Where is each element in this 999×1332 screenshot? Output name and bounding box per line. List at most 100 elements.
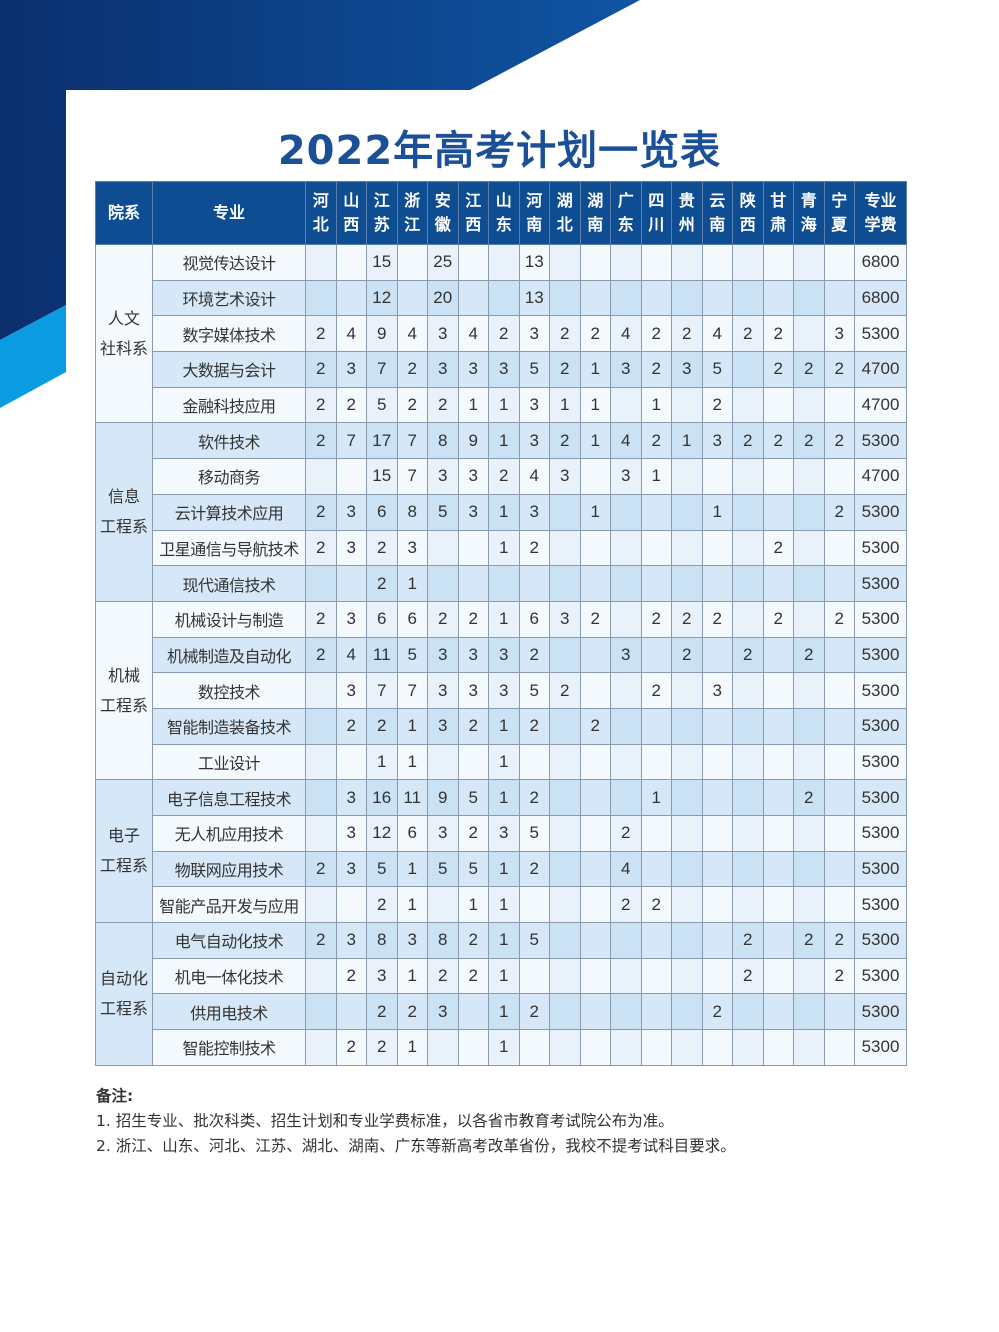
major-name: 云计算技术应用 — [152, 493, 306, 531]
quota-cell: 4 — [335, 315, 367, 353]
quota-cell — [610, 779, 642, 816]
quota-cell: 2 — [305, 386, 337, 424]
major-name: 数字媒体技术 — [152, 315, 306, 353]
quota-cell — [671, 815, 703, 852]
quota-cell — [823, 815, 855, 852]
quota-cell: 2 — [518, 707, 550, 745]
header-province: 四川 — [640, 181, 672, 245]
quota-cell: 2 — [335, 1029, 367, 1066]
quota-cell — [457, 529, 489, 567]
header-province: 湖北 — [549, 181, 581, 245]
quota-cell — [640, 815, 672, 852]
header-province-char: 夏 — [831, 215, 848, 234]
quota-cell: 13 — [518, 244, 550, 281]
quota-cell: 2 — [305, 422, 337, 460]
quota-cell — [549, 529, 581, 567]
quota-cell — [549, 886, 581, 924]
quota-cell — [457, 1029, 489, 1066]
quota-cell: 2 — [671, 315, 703, 353]
department-name-line: 信息 — [107, 487, 140, 507]
quota-cell — [732, 1029, 764, 1066]
table-row: 数控技术 3 7 7 3 3 3 5 2 2 3 5300 — [96, 672, 907, 709]
fee-cell: 6800 — [854, 244, 907, 281]
quota-cell — [793, 529, 825, 567]
quota-cell: 2 — [671, 636, 703, 674]
quota-cell — [427, 1029, 459, 1066]
table-row: 环境艺术设计 12 20 13 6800 — [96, 279, 907, 317]
quota-cell — [610, 707, 642, 745]
quota-cell — [396, 279, 428, 317]
quota-cell — [762, 493, 794, 531]
quota-cell — [640, 993, 672, 1031]
header-province-char: 江 — [404, 215, 421, 234]
header-province-char: 西 — [739, 215, 756, 234]
fee-cell: 5300 — [854, 993, 907, 1031]
quota-cell — [457, 279, 489, 317]
quota-cell: 3 — [671, 351, 703, 388]
table-row: 自动化 工程系 电气自动化技术 2 3 8 3 8 2 1 5 2 2 2 5300 — [95, 922, 907, 1066]
quota-cell: 3 — [335, 493, 367, 531]
quota-cell — [305, 779, 337, 816]
header-province-char: 山 — [343, 191, 360, 210]
quota-cell: 3 — [549, 600, 581, 638]
quota-cell: 12 — [366, 279, 398, 317]
quota-cell — [549, 957, 581, 995]
quota-cell: 7 — [366, 351, 398, 388]
quota-cell: 1 — [488, 707, 520, 745]
quota-cell — [579, 957, 611, 995]
quota-cell — [671, 244, 703, 281]
table-row: 电子 工程系 电子信息工程技术 3 16 11 9 5 1 2 1 2 5300 — [95, 779, 907, 924]
quota-cell — [762, 850, 794, 888]
header-province: 广东 — [610, 181, 642, 245]
quota-cell — [762, 922, 794, 959]
quota-cell — [793, 850, 825, 888]
quota-cell: 5 — [427, 850, 459, 888]
quota-cell — [579, 815, 611, 852]
quota-cell: 6 — [396, 600, 428, 638]
quota-cell — [732, 779, 764, 816]
quota-cell: 2 — [518, 529, 550, 567]
header-province-char: 安 — [434, 191, 451, 210]
quota-cell — [701, 957, 733, 995]
header-province-char: 河 — [526, 191, 543, 210]
table-header-row: 院系 专业河北山西江苏浙江安徽江西山东河南湖北湖南广东四川贵州云南陕西甘肃青海宁夏… — [95, 181, 907, 245]
quota-cell — [488, 279, 520, 317]
quota-cell: 9 — [366, 315, 398, 353]
quota-cell: 2 — [549, 315, 581, 353]
quota-cell — [549, 279, 581, 317]
fee-cell: 4700 — [854, 458, 907, 495]
quota-cell: 2 — [732, 922, 764, 959]
quota-cell — [823, 993, 855, 1031]
quota-cell: 6 — [518, 600, 550, 638]
quota-cell: 25 — [427, 244, 459, 281]
quota-cell — [610, 1029, 642, 1066]
major-name: 智能产品开发与应用 — [152, 886, 306, 924]
quota-cell: 20 — [427, 279, 459, 317]
fee-cell: 5300 — [854, 815, 907, 852]
quota-cell: 2 — [457, 600, 489, 638]
quota-cell: 2 — [671, 600, 703, 638]
quota-cell: 4 — [610, 315, 642, 353]
quota-cell: 2 — [366, 886, 398, 924]
quota-cell — [579, 1029, 611, 1066]
department-name-line: 社科系 — [99, 338, 148, 358]
quota-cell: 3 — [396, 529, 428, 567]
quota-cell — [305, 279, 337, 317]
table-row: 工业设计 1 1 1 5300 — [96, 743, 907, 781]
quota-cell — [610, 672, 642, 709]
quota-cell: 1 — [488, 957, 520, 995]
quota-cell — [640, 922, 672, 959]
major-name: 物联网应用技术 — [152, 850, 306, 888]
quota-cell: 2 — [701, 600, 733, 638]
quota-cell: 2 — [762, 351, 794, 388]
department-name-line: 工程系 — [99, 856, 148, 876]
quota-cell: 2 — [305, 636, 337, 674]
quota-cell: 2 — [640, 422, 672, 460]
quota-cell: 1 — [579, 493, 611, 531]
quota-cell — [457, 565, 489, 602]
quota-cell — [793, 815, 825, 852]
quota-cell: 3 — [457, 636, 489, 674]
quota-cell: 7 — [335, 422, 367, 460]
quota-cell: 1 — [579, 351, 611, 388]
header-province: 云南 — [701, 181, 733, 245]
